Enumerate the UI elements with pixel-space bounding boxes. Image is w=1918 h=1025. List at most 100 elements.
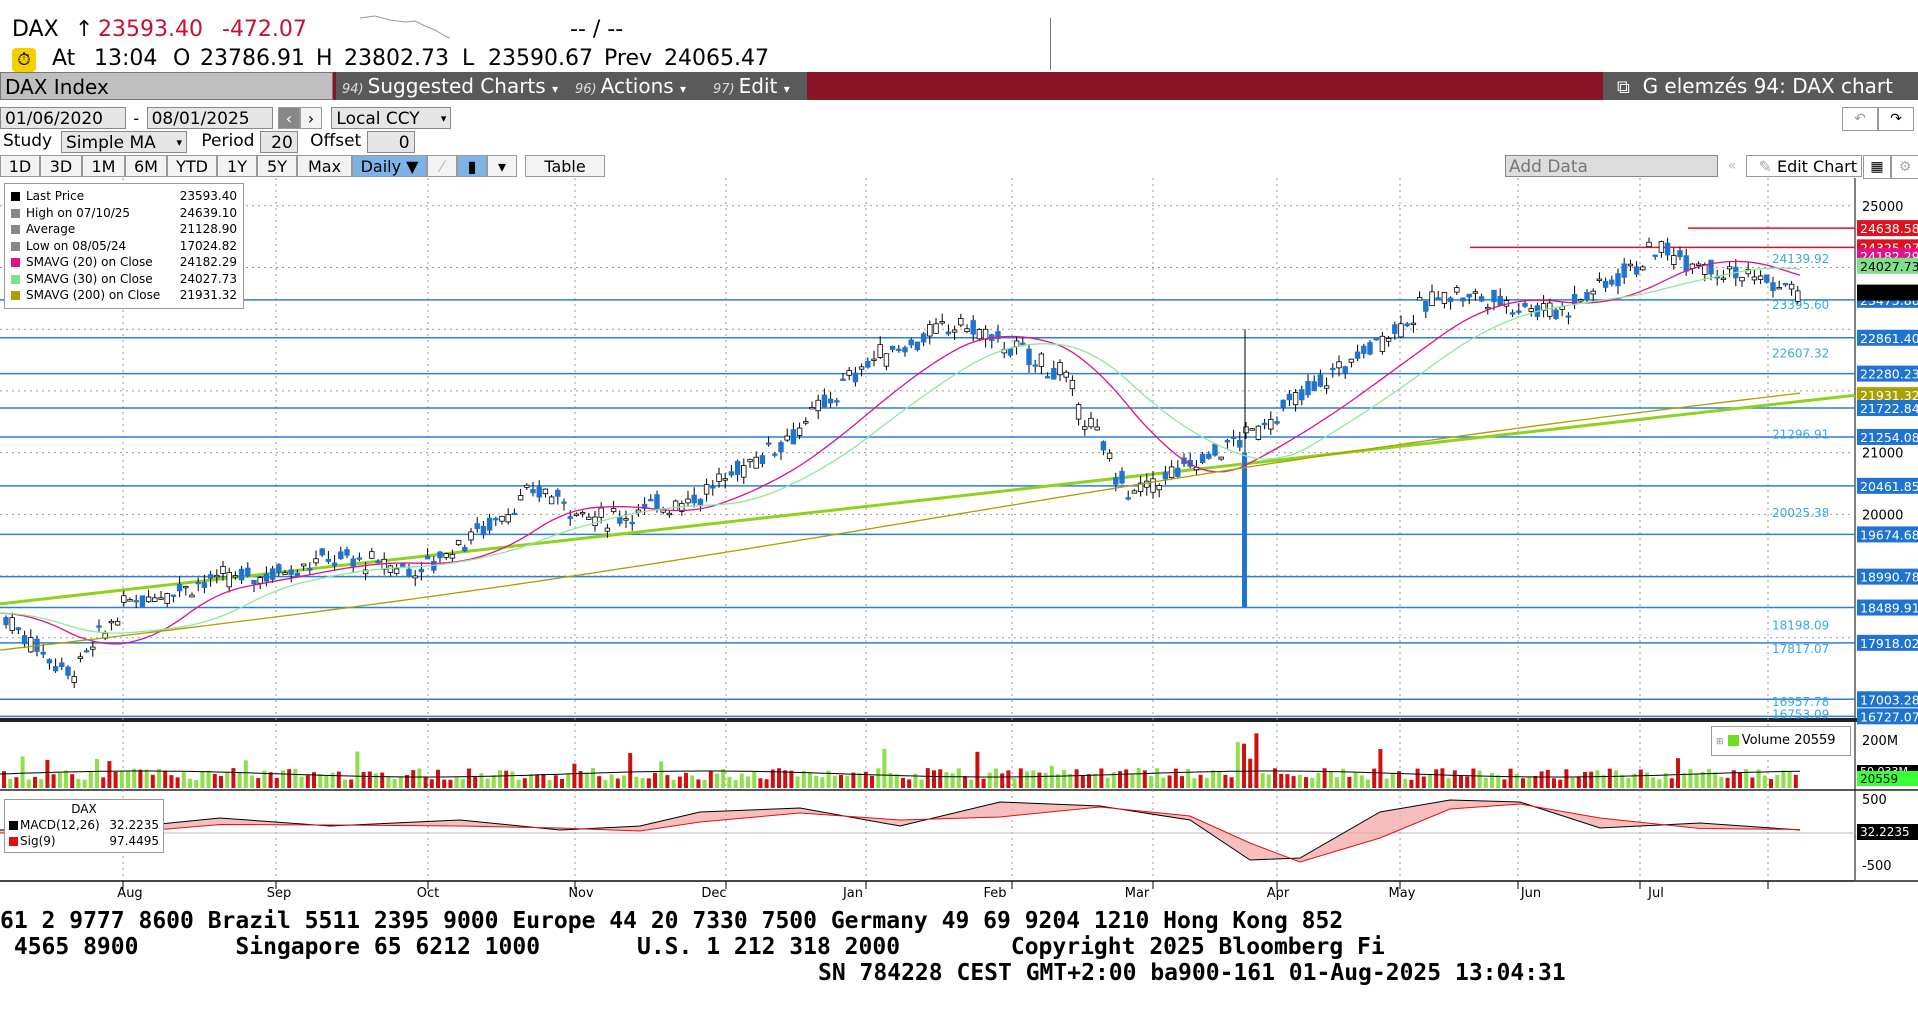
level-annotation: 20025.38 (1772, 506, 1829, 520)
candle-body (313, 558, 319, 564)
candle-body (995, 331, 1001, 340)
line-chart-icon[interactable]: ⁄ (427, 155, 457, 177)
volume-bar (665, 775, 670, 788)
candle-body (865, 360, 871, 368)
volume-bar (1384, 778, 1389, 788)
period-input[interactable]: 20 (259, 131, 298, 153)
redo-icon[interactable]: ↷ (1878, 107, 1914, 131)
chart-settings-icon[interactable]: ▦ (1863, 155, 1891, 179)
volume-bar (1180, 776, 1184, 788)
candle-body (1751, 276, 1758, 281)
gear-icon[interactable]: ⚙ (1891, 155, 1918, 179)
legend-value: 21931.32 (179, 288, 237, 302)
level-annotation: 18198.09 (1772, 619, 1829, 633)
offset-input[interactable]: 0 (366, 131, 415, 153)
open-label: O (173, 46, 191, 71)
candle-body (1311, 381, 1317, 392)
volume-bar (417, 768, 422, 788)
collapse-icon[interactable]: « (1727, 158, 1737, 174)
suggested-charts-menu[interactable]: 94) Suggested Charts ▾ (336, 72, 572, 100)
volume-bar (281, 770, 285, 788)
candle-body (145, 596, 152, 603)
bar-chart-icon[interactable]: ▮ (457, 155, 487, 177)
volume-bar (808, 772, 812, 788)
volume-bar (1012, 778, 1017, 788)
chart-title-panel[interactable]: ⧉ G elemzés 94: DAX chart (1603, 72, 1918, 100)
next-period-button[interactable]: › (300, 107, 322, 129)
candle-body (753, 456, 759, 469)
legend-value: 17024.82 (179, 238, 237, 253)
volume-bar (560, 778, 564, 788)
study-select[interactable]: Simple MA ▾ (61, 131, 187, 153)
table-button[interactable]: Table (525, 155, 605, 177)
volume-bar (851, 772, 856, 788)
candle-body (951, 329, 958, 333)
candle-body (1584, 292, 1590, 301)
date-to-input[interactable]: 08/01/2025 (146, 107, 273, 129)
candle-body (319, 548, 325, 556)
candle-body (412, 575, 418, 579)
volume-bar (361, 772, 366, 788)
price-label: 18990.78 (1860, 570, 1918, 585)
volume-bar (1049, 765, 1054, 788)
price-label-box (1857, 568, 1918, 585)
expand-icon[interactable]: ⊞ (1716, 737, 1724, 747)
undo-icon[interactable]: ↶ (1842, 107, 1878, 131)
candle-body (9, 617, 15, 631)
candle-body (127, 599, 133, 602)
actions-menu[interactable]: 96) Actions ▾ (569, 72, 710, 100)
pencil-icon: ✎ (1758, 157, 1772, 176)
legend-label: SMAVG (20) on Close (26, 255, 153, 269)
range-max[interactable]: Max (297, 155, 352, 177)
candle-body (617, 516, 623, 524)
currency-select[interactable]: Local CCY ▾ (331, 107, 452, 129)
volume-bar (1471, 768, 1476, 788)
volume-bar (1037, 772, 1042, 788)
price-label: 20461.85 (1860, 479, 1918, 494)
add-data-input[interactable]: Add Data (1505, 155, 1718, 177)
high-value: 23802.73 (344, 46, 449, 71)
volume-bar (1620, 775, 1625, 788)
volume-bar (1738, 772, 1742, 788)
popout-icon[interactable]: ⧉ (1617, 77, 1630, 98)
volume-bar (1297, 774, 1302, 788)
prev-period-button[interactable]: ‹ (278, 107, 300, 129)
volume-bar (293, 768, 298, 788)
candle-body (1466, 293, 1472, 298)
volume-bar (349, 779, 354, 788)
candle-body (1230, 436, 1237, 439)
candle-body (1317, 374, 1324, 387)
volume-bar (1521, 778, 1525, 788)
range-1d[interactable]: 1D (0, 155, 40, 177)
range-ytd[interactable]: YTD (167, 155, 217, 177)
chart-type-dropdown-icon[interactable]: ▾ (487, 155, 517, 177)
security-field[interactable]: DAX Index (0, 72, 333, 100)
edit-chart-button[interactable]: ✎ Edit Chart (1746, 155, 1862, 177)
volume-bar (1490, 772, 1494, 788)
legend-label: Low on 08/05/24 (26, 238, 127, 253)
volume-bar (597, 776, 602, 788)
candle-body (573, 513, 580, 516)
candle-body (561, 501, 567, 504)
legend-swatch (11, 208, 20, 218)
date-from-input[interactable]: 01/06/2020 (0, 107, 126, 129)
range-5y[interactable]: 5Y (257, 155, 297, 177)
volume-bar (1769, 779, 1773, 788)
volume-bar (473, 776, 478, 788)
price-chart[interactable]: 1700020000210002500024139.9223395.602260… (0, 0, 1918, 900)
frequency-select[interactable]: Daily ▼ (352, 155, 427, 177)
volume-bar (1651, 777, 1656, 788)
volume-bar (1545, 769, 1550, 788)
range-1y[interactable]: 1Y (217, 155, 257, 177)
range-1m[interactable]: 1M (82, 155, 125, 177)
quote-time: 13:04 (94, 46, 158, 71)
volume-bar (188, 778, 192, 788)
candle-body (400, 563, 406, 567)
range-3d[interactable]: 3D (40, 155, 82, 177)
candle-body (505, 514, 511, 523)
candle-body (1491, 289, 1497, 303)
volume-bar (1775, 775, 1780, 788)
edit-menu[interactable]: 97) Edit ▾ (707, 72, 807, 100)
range-6m[interactable]: 6M (125, 155, 167, 177)
volume-bar (888, 772, 893, 788)
